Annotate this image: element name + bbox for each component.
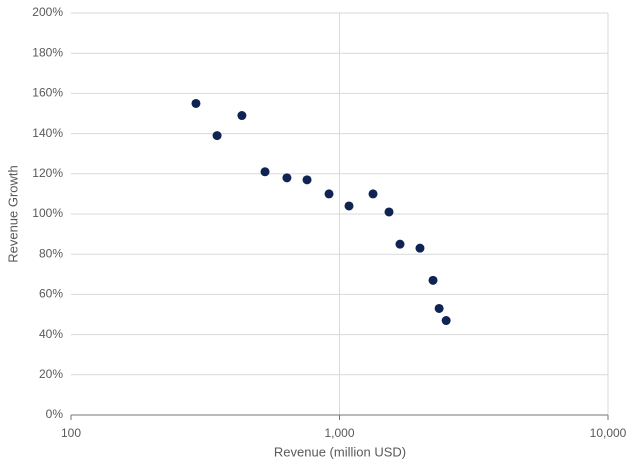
x-tick-label: 10,000	[590, 426, 627, 440]
y-axis-title: Revenue Growth	[5, 165, 20, 263]
scatter-point	[368, 189, 378, 199]
y-tick-label: 160%	[32, 86, 63, 100]
scatter-point	[324, 189, 334, 199]
scatter-point	[384, 207, 394, 217]
scatter-point	[302, 175, 312, 185]
scatter-point	[282, 173, 292, 183]
x-tick-label: 1,000	[324, 426, 354, 440]
y-tick-label: 60%	[39, 287, 63, 301]
x-axis-title: Revenue (million USD)	[274, 444, 406, 459]
scatter-point	[191, 98, 201, 108]
y-tick-label: 140%	[32, 126, 63, 140]
scatter-point	[260, 167, 270, 177]
scatter-point	[415, 243, 425, 253]
y-tick-label: 120%	[32, 166, 63, 180]
y-tick-label: 100%	[32, 206, 63, 220]
scatter-point	[434, 303, 444, 313]
y-tick-label: 80%	[39, 246, 63, 260]
y-tick-label: 40%	[39, 327, 63, 341]
scatter-point	[212, 131, 222, 141]
scatter-point	[344, 201, 354, 211]
scatter-point	[441, 316, 451, 326]
scatter-point	[237, 111, 247, 121]
scatter-point	[395, 239, 405, 249]
y-tick-label: 180%	[32, 45, 63, 59]
y-tick-label: 20%	[39, 367, 63, 381]
x-tick-label: 100	[61, 426, 81, 440]
scatter-point	[428, 275, 438, 285]
y-tick-label: 0%	[46, 407, 64, 421]
y-tick-label: 200%	[32, 5, 63, 19]
